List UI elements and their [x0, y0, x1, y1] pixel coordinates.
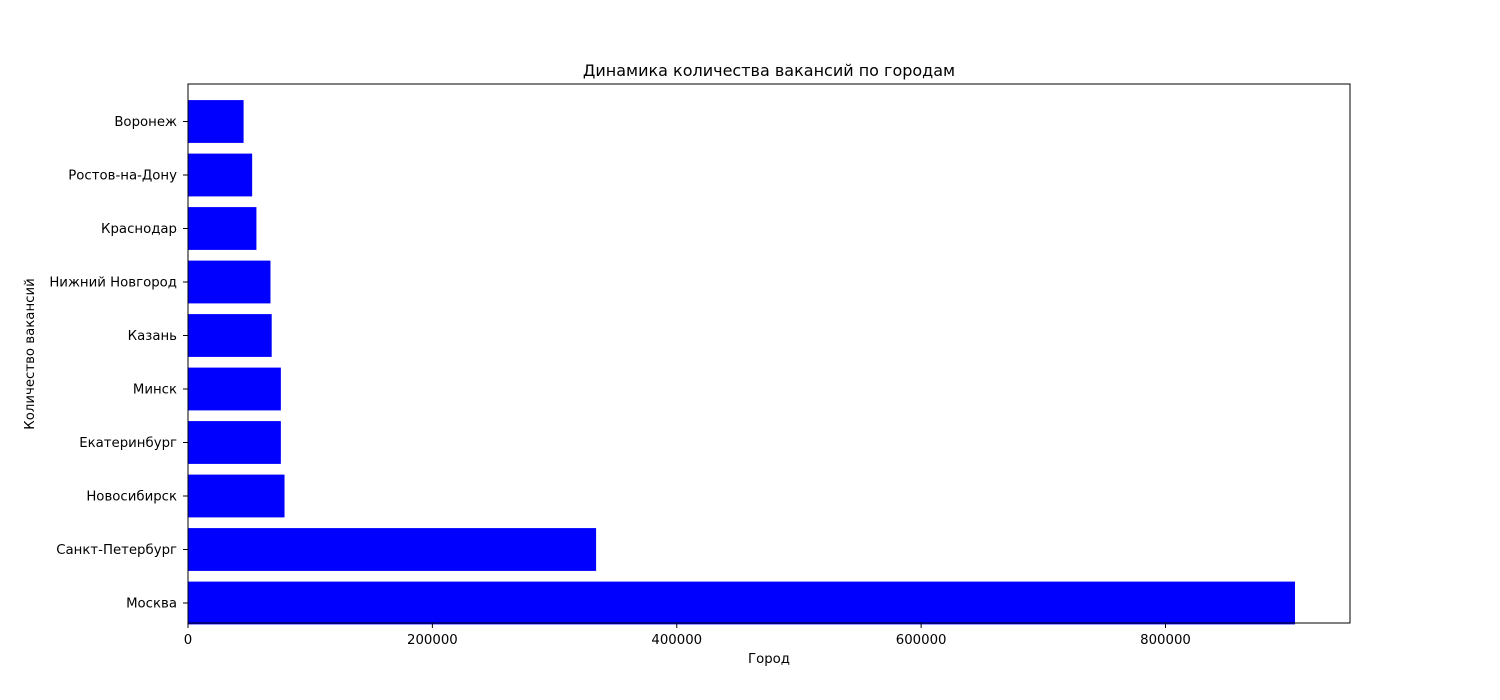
y-tick-label: Краснодар — [101, 222, 177, 237]
bar — [188, 367, 281, 411]
y-tick-label: Новосибирск — [86, 489, 177, 505]
y-axis-ticks: Москва Санкт-Петербург Новосибирск Екатерин… — [49, 115, 188, 612]
plot-area-frame — [187, 83, 1351, 624]
y-tick-label: Москва — [126, 597, 177, 612]
bar — [188, 260, 271, 304]
y-tick-label: Казань — [128, 329, 178, 344]
x-tick-label: 200000 — [407, 633, 458, 648]
y-tick-label: Нижний Новгород — [49, 276, 177, 291]
y-tick-label: Воронеж — [114, 115, 177, 130]
bar — [188, 207, 257, 250]
bar — [188, 153, 253, 197]
y-tick-label: Ростов-на-Дону — [68, 169, 177, 184]
bar — [188, 314, 272, 357]
x-tick-label: 0 — [184, 633, 192, 648]
x-axis-ticks: 0 200000 400000 600000 800000 — [184, 623, 1191, 648]
bar — [188, 421, 281, 464]
x-tick-label: 800000 — [1140, 633, 1191, 648]
y-tick-label: Санкт-Петербург — [56, 542, 177, 558]
y-tick-label: Екатеринбург — [79, 435, 177, 451]
x-tick-label: 600000 — [896, 633, 947, 648]
bar — [188, 474, 285, 518]
y-axis-label: Количество вакансий — [23, 278, 38, 429]
bars-group — [188, 100, 1296, 625]
chart-title: Динамика количества вакансий по городам — [583, 61, 955, 80]
x-tick-label: 400000 — [651, 633, 702, 648]
bar — [188, 528, 597, 571]
y-tick-label: Минск — [133, 383, 177, 398]
x-axis-label: Город — [748, 652, 790, 667]
bar — [188, 100, 244, 143]
bar — [188, 581, 1296, 625]
